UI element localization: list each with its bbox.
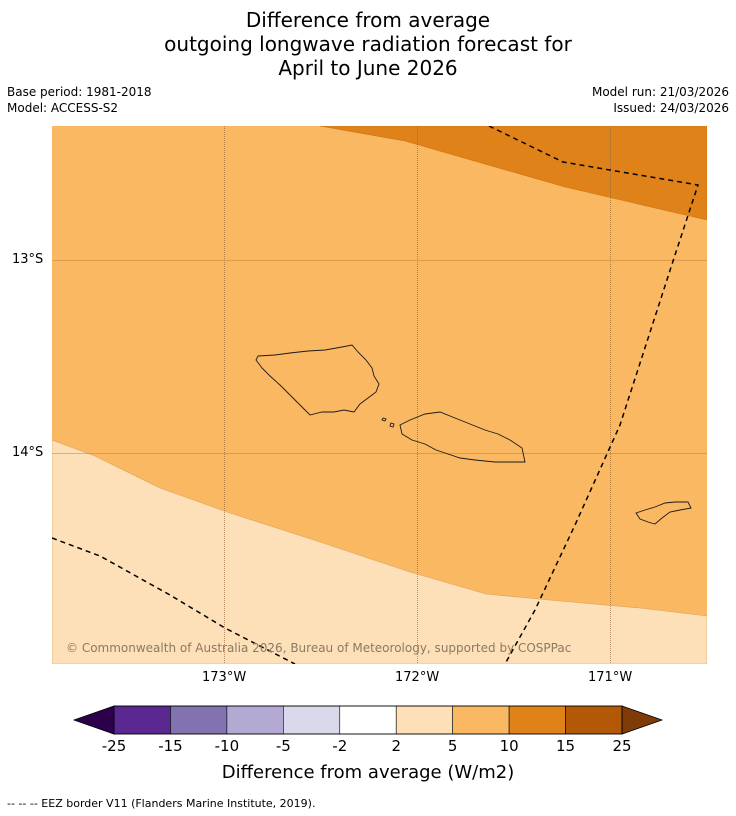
lat-label-13s: 13°S	[12, 252, 44, 267]
coastlines	[255, 344, 692, 525]
model-run: Model run: 21/03/2026	[591, 85, 729, 99]
colorbar-segments	[113, 705, 623, 735]
colorbar-tick-label: -25	[101, 737, 127, 755]
lat-label-14s: 14°S	[12, 445, 44, 460]
base-period: Base period: 1981-2018	[7, 85, 152, 99]
colorbar	[72, 705, 664, 735]
colorbar-tick-label: 15	[556, 737, 576, 755]
colorbar-tick-label: -5	[275, 737, 291, 755]
colorbar-tick-label: -15	[158, 737, 183, 755]
colorbar-tick-label: 2	[391, 737, 401, 755]
title-line-2: outgoing longwave radiation forecast for	[164, 32, 572, 56]
colorbar-tick-label: -2	[332, 737, 348, 755]
graticule	[52, 126, 707, 664]
colorbar-tick-label: 25	[612, 737, 632, 755]
colorbar-segment	[452, 705, 510, 735]
title-line-1: Difference from average	[245, 8, 491, 32]
chart-title: Difference from average outgoing longwav…	[0, 8, 736, 80]
upolu-island	[399, 411, 526, 463]
eez-footnote: -- -- -- EEZ border V11 (Flanders Marine…	[7, 797, 316, 810]
colorbar-tick-label: -10	[214, 737, 240, 755]
lon-label-171w: 171°W	[588, 670, 633, 685]
colorbar-segment	[226, 705, 284, 735]
colorbar-segment	[113, 705, 171, 735]
issued-date: Issued: 24/03/2026	[613, 101, 729, 115]
meta-right: Model run: 21/03/2026 Issued: 24/03/2026	[592, 84, 729, 116]
colorbar-segment	[508, 705, 566, 735]
tutuila-island	[635, 501, 692, 525]
model-name: Model: ACCESS-S2	[7, 101, 119, 115]
lon-label-172w: 172°W	[395, 670, 440, 685]
colorbar-segment	[339, 705, 397, 735]
apolima-island	[389, 422, 395, 428]
colorbar-title: Difference from average (W/m2)	[221, 762, 515, 783]
colorbar-segment	[565, 705, 623, 735]
map-area	[52, 126, 707, 664]
lon-label-173w: 173°W	[202, 670, 247, 685]
colorbar-low-extend	[72, 705, 115, 735]
colorbar-segment	[170, 705, 228, 735]
savaii-island	[255, 344, 380, 416]
eez-border-east	[488, 126, 699, 664]
colorbar-outline	[113, 705, 623, 735]
colorbar-segment	[395, 705, 453, 735]
meta-left: Base period: 1981-2018 Model: ACCESS-S2	[7, 84, 152, 116]
colorbar-tick-label: 5	[447, 737, 458, 755]
copyright-notice: © Commonwealth of Australia 2026, Bureau…	[66, 641, 572, 655]
colorbar-tick-label: 10	[499, 737, 519, 755]
eez-border	[52, 126, 699, 664]
colorbar-high-extend	[621, 705, 664, 735]
colorbar-segment	[283, 705, 341, 735]
anomaly-2-5-region	[52, 439, 707, 664]
title-line-3: April to June 2026	[278, 56, 458, 80]
manono-island	[381, 417, 387, 422]
